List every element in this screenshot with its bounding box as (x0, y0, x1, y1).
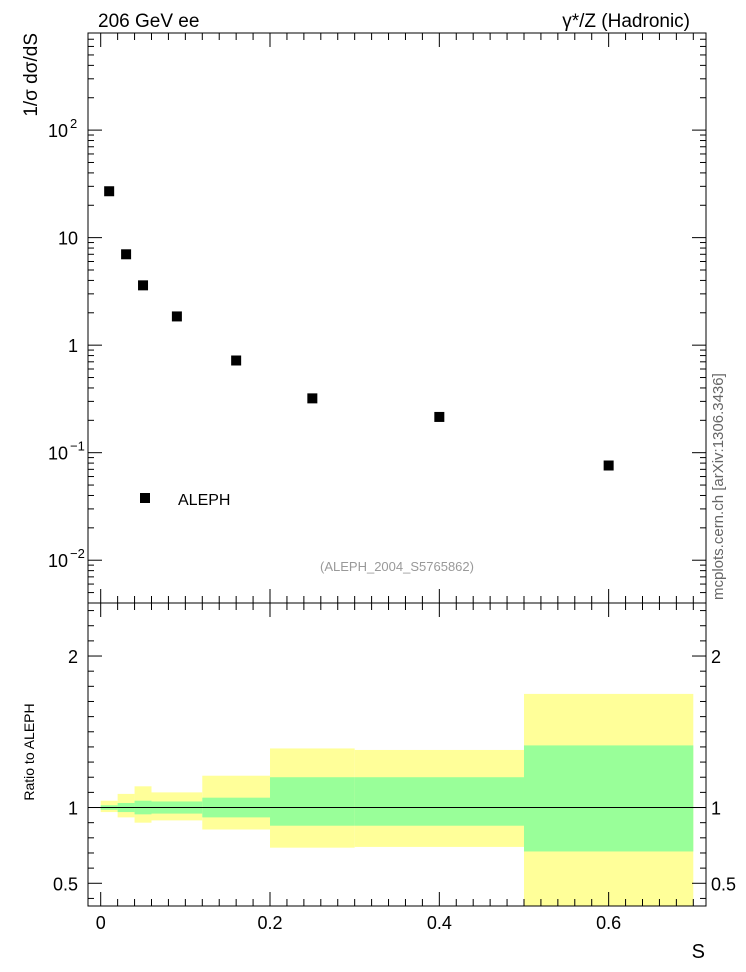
ratio-y-tick-label: 1 (68, 799, 78, 819)
main-y-axis-label: 1/σ dσ/dS (21, 33, 42, 117)
data-point (171, 311, 182, 322)
main-y-tick-exponent: −2 (70, 546, 85, 561)
data-point (138, 280, 149, 291)
main-y-tick-exponent: 2 (70, 116, 77, 131)
legend-label-aleph: ALEPH (178, 492, 230, 509)
main-y-tick-label: 10 (58, 229, 78, 249)
data-point (603, 460, 614, 471)
x-tick-label: 0 (96, 913, 106, 933)
main-y-tick-label: 10 (48, 121, 68, 141)
ratio-y-ticks: 0.5 0.5 1 1 2 2 (53, 610, 736, 899)
ratio-plot-panel: 0 0.2 0.4 0.6 0.5 0.5 1 1 2 2 Ratio to ALEPH S (21, 602, 736, 963)
x-axis-label: S (692, 941, 705, 963)
analysis-id-label: (ALEPH_2004_S5765862) (320, 559, 474, 574)
data-point (434, 411, 445, 422)
legend-marker-aleph (140, 493, 150, 503)
ratio-bands (100, 693, 694, 906)
ratio-y-tick-label-right: 1 (711, 799, 721, 819)
data-point (231, 355, 242, 366)
source-label: mcplots.cern.ch [arXiv:1306.3436] (710, 373, 727, 600)
main-y-tick-label: 10 (48, 551, 68, 571)
ratio-x-ticks: 0 0.2 0.4 0.6 (96, 603, 694, 933)
stat-uncertainty-band (354, 777, 524, 826)
ratio-y-tick-label-right: 2 (711, 647, 721, 667)
stat-uncertainty-band (270, 777, 355, 826)
data-point (121, 249, 132, 260)
process-label: γ*/Z (Hadronic) (562, 11, 690, 32)
main-y-tick-label: 1 (68, 336, 78, 356)
ratio-plot-frame (87, 602, 707, 907)
data-points (104, 186, 614, 471)
stat-uncertainty-band (523, 745, 694, 852)
data-point (307, 393, 318, 404)
x-tick-label: 0.4 (427, 913, 452, 933)
ratio-y-tick-label: 0.5 (53, 874, 78, 894)
energy-label: 206 GeV ee (98, 11, 199, 32)
data-point (104, 186, 115, 197)
ratio-y-tick-label: 2 (68, 647, 78, 667)
x-tick-label: 0.2 (257, 913, 282, 933)
main-y-tick-exponent: −1 (70, 439, 85, 454)
main-x-ticks (100, 33, 694, 603)
ratio-y-axis-label: Ratio to ALEPH (21, 703, 37, 800)
ratio-y-tick-label-right: 0.5 (711, 874, 736, 894)
x-tick-label: 0.6 (596, 913, 621, 933)
main-y-tick-label: 10 (48, 444, 68, 464)
